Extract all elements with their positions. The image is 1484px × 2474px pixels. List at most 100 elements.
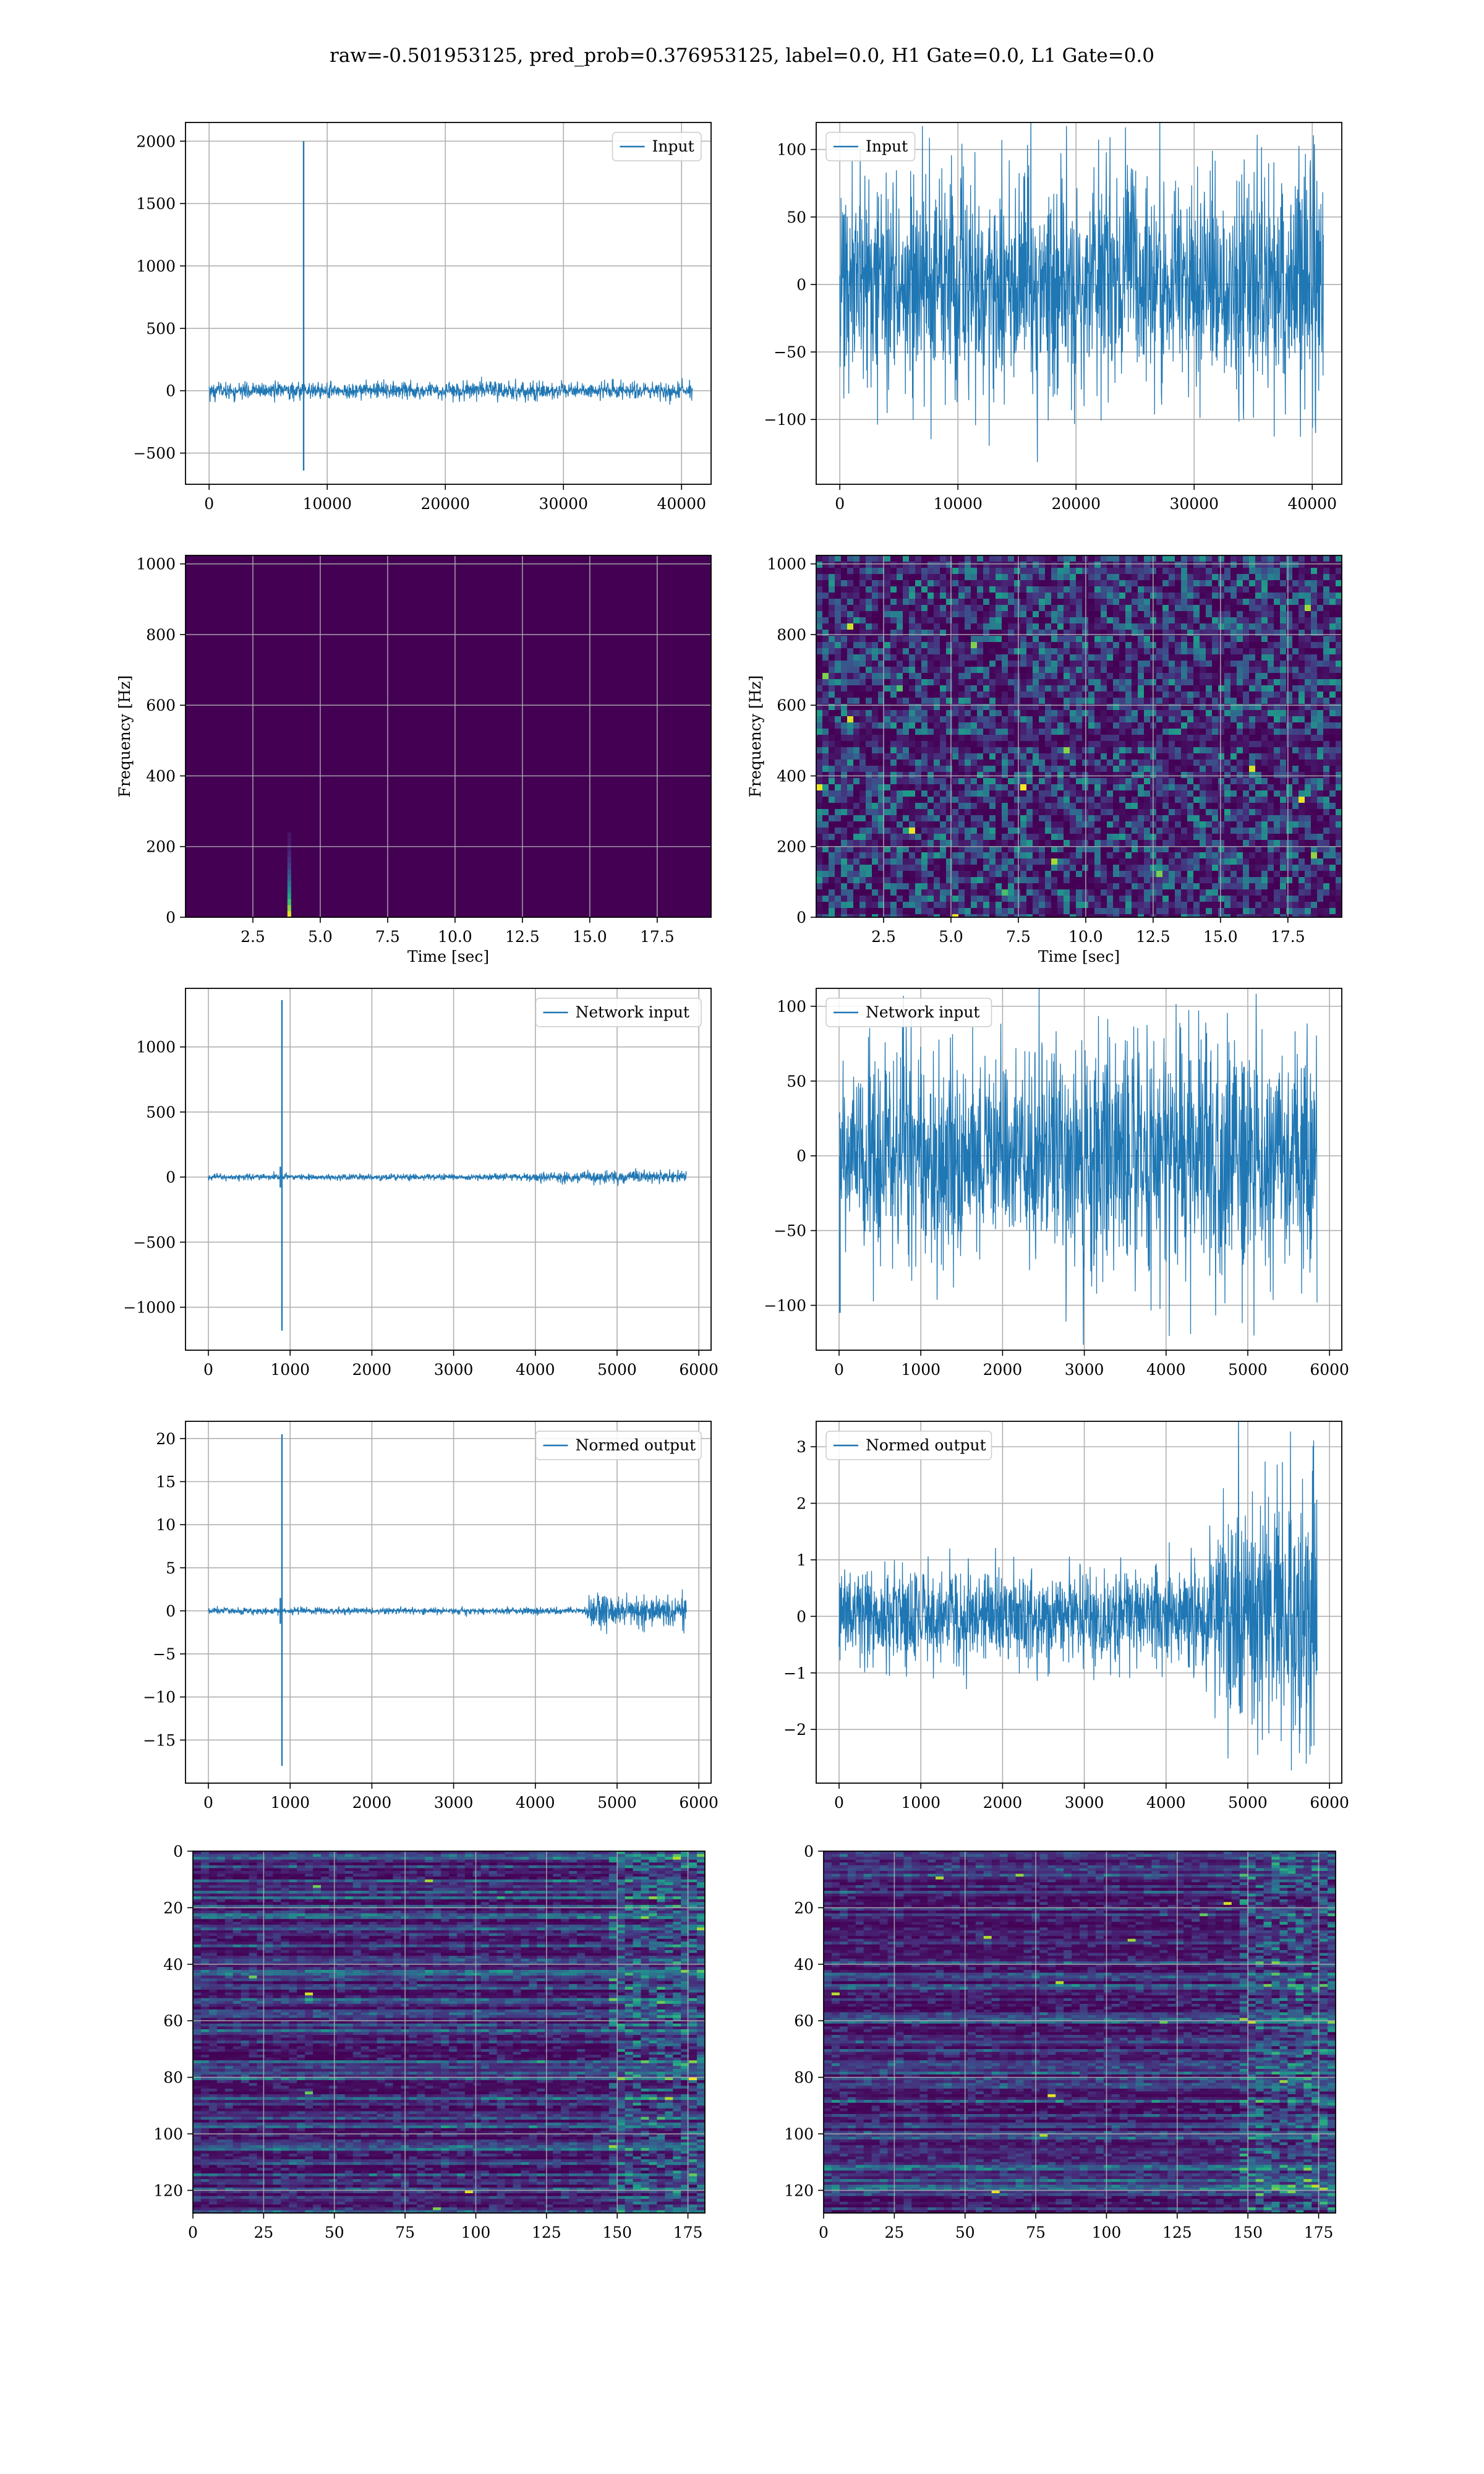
heatmap-cell xyxy=(1261,568,1268,575)
heatmap-cell xyxy=(927,673,934,680)
heatmap-cell xyxy=(1243,568,1250,575)
heatmap-cell xyxy=(927,568,934,575)
heatmap-cell xyxy=(897,605,903,612)
heatmap-cell xyxy=(1057,865,1064,871)
heatmap-cell xyxy=(1298,877,1305,884)
heatmap-cell xyxy=(1125,611,1132,618)
heatmap-cell xyxy=(829,828,835,834)
heatmap-cell xyxy=(884,630,891,636)
heatmap-cell xyxy=(977,828,984,834)
heatmap-cell xyxy=(1094,667,1101,674)
heatmap-cell xyxy=(1212,883,1219,890)
heatmap-cell xyxy=(1162,679,1169,686)
heatmap-cell xyxy=(946,716,953,723)
heatmap-cell xyxy=(989,599,996,606)
heatmap-cell xyxy=(1224,741,1231,748)
heatmap-cell xyxy=(1200,691,1206,698)
heatmap-cell xyxy=(940,679,947,686)
heatmap-cell xyxy=(1064,642,1070,649)
heatmap-cell xyxy=(1119,766,1126,773)
glitch-cell xyxy=(287,850,291,857)
heatmap-cell xyxy=(853,821,860,828)
heatmap-cell xyxy=(1268,679,1274,686)
heatmap-cell xyxy=(1323,667,1330,674)
heatmap-cells xyxy=(816,555,1342,917)
heatmap-cell xyxy=(866,834,872,841)
heatmap-cell xyxy=(958,797,965,803)
heatmap-cell xyxy=(1193,753,1200,760)
heatmap-cell xyxy=(1162,747,1169,754)
heatmap-cell xyxy=(890,716,897,723)
heatmap-cell xyxy=(1200,574,1206,581)
heatmap-cell xyxy=(1051,858,1058,865)
heatmap-cell xyxy=(1070,617,1077,624)
heatmap-cell xyxy=(816,797,823,803)
heatmap-cell xyxy=(996,555,1002,562)
heatmap-cell xyxy=(1212,772,1219,779)
heatmap-cell xyxy=(958,685,965,692)
heatmap-cell xyxy=(927,896,934,902)
heatmap-cell xyxy=(835,685,842,692)
heatmap-cell xyxy=(878,858,885,865)
heatmap-cell xyxy=(983,636,990,643)
heatmap-cell xyxy=(927,821,934,828)
heatmap-cell xyxy=(1249,605,1256,612)
heatmap-cell xyxy=(934,691,940,698)
heatmap-cell xyxy=(1101,741,1107,748)
heatmap-cell xyxy=(866,747,872,754)
heatmap-cell xyxy=(1138,685,1145,692)
heatmap-cell xyxy=(1014,858,1021,865)
heatmap-cell xyxy=(829,685,835,692)
heatmap-cell xyxy=(921,722,928,729)
heatmap-cell xyxy=(1274,722,1281,729)
heatmap-cell xyxy=(1076,840,1083,847)
heatmap-cell xyxy=(1070,611,1077,618)
heatmap-cell xyxy=(1336,698,1342,704)
heatmap-cell xyxy=(853,778,860,785)
heatmap-cell xyxy=(1162,698,1169,704)
heatmap-cell xyxy=(1200,611,1206,618)
heatmap-cell xyxy=(1125,698,1132,704)
heatmap-cell xyxy=(1311,852,1318,859)
heatmap-cell xyxy=(872,599,879,606)
heatmap-cell xyxy=(816,828,823,834)
heatmap-cell xyxy=(1051,735,1058,742)
heatmap-cell xyxy=(952,722,959,729)
heatmap-cell xyxy=(847,667,854,674)
heatmap-cell xyxy=(1138,586,1145,593)
heatmap-cell xyxy=(1156,729,1163,735)
heatmap-cell xyxy=(1317,747,1324,754)
heatmap-cell xyxy=(946,778,953,785)
heatmap-cell xyxy=(1255,617,1262,624)
heatmap-cell xyxy=(1156,642,1163,649)
heatmap-cell xyxy=(977,889,984,896)
heatmap-cell xyxy=(1218,586,1225,593)
heatmap-cell xyxy=(866,623,872,630)
heatmap-cell xyxy=(1107,896,1114,902)
heatmap-cell xyxy=(1107,877,1114,884)
heatmap-cell xyxy=(1255,555,1262,562)
y-tick-label: 0 xyxy=(166,909,176,927)
heatmap-cell xyxy=(1088,698,1095,704)
heatmap-cell xyxy=(1206,679,1213,686)
heatmap-cell xyxy=(1305,889,1311,896)
heatmap-cell xyxy=(1039,883,1046,890)
heatmap-cell xyxy=(971,772,978,779)
heatmap-cell xyxy=(1193,821,1200,828)
heatmap-cell xyxy=(1212,580,1219,587)
heatmap-cell xyxy=(822,710,829,717)
heatmap-cell xyxy=(1255,809,1262,816)
x-axis-label: Time [sec] xyxy=(407,948,489,965)
heatmap-cell xyxy=(1094,611,1101,618)
heatmap-cell xyxy=(1101,846,1107,853)
heatmap-cell xyxy=(958,840,965,847)
heatmap-cell xyxy=(1323,815,1330,822)
heatmap-cell xyxy=(1274,809,1281,816)
heatmap-cell xyxy=(1144,704,1151,711)
heatmap-cell xyxy=(1064,673,1070,680)
heatmap-cell xyxy=(989,636,996,643)
heatmap-cell xyxy=(1020,710,1027,717)
heatmap-cell xyxy=(1094,760,1101,766)
glitch-cell xyxy=(287,862,291,870)
heatmap-cell xyxy=(878,685,885,692)
